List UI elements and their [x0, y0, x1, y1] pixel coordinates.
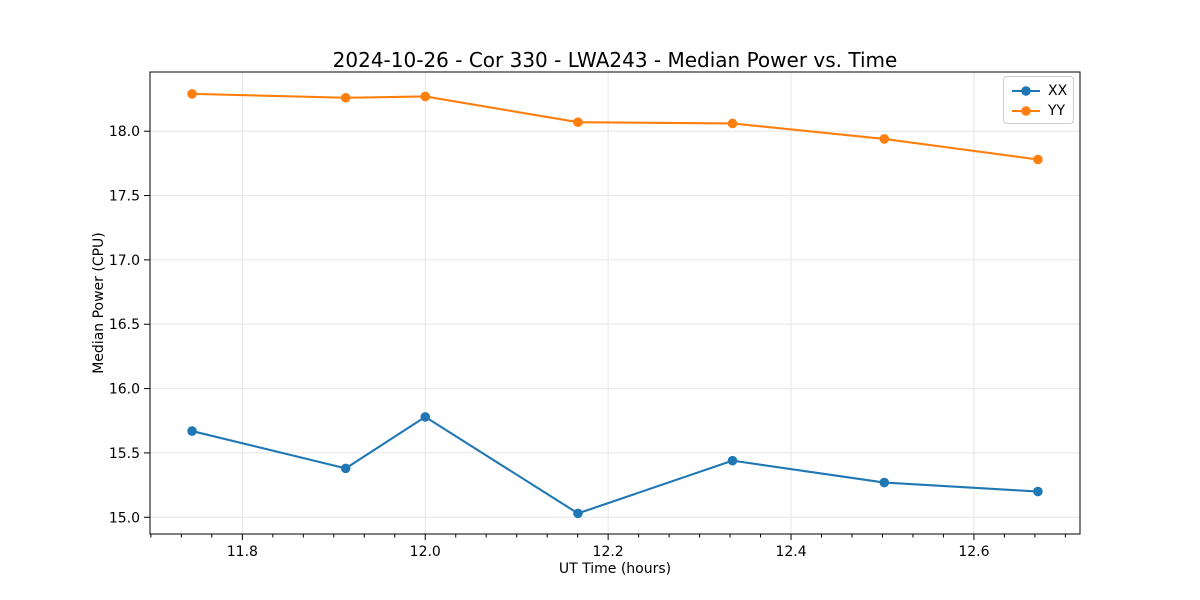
data-point-yy [879, 134, 890, 144]
y-tick-label: 18.0 [109, 124, 140, 140]
axes-spines [149, 71, 1081, 535]
legend-label: YY [1048, 103, 1066, 119]
y-tick-label: 17.0 [109, 253, 140, 269]
data-point-xx [420, 412, 431, 422]
legend-line-sample [1012, 106, 1040, 116]
x-tick-label: 12.2 [593, 544, 624, 560]
x-tick-label: 12.0 [410, 544, 441, 560]
data-point-yy [727, 118, 738, 129]
y-tick-label: 15.5 [109, 446, 140, 462]
data-point-xx [879, 477, 890, 488]
series-line-xx [191, 415, 1039, 515]
x-tick-label: 12.6 [958, 544, 989, 560]
data-point-yy [1033, 154, 1043, 165]
data-point-xx [1033, 486, 1043, 497]
legend-line-sample [1012, 86, 1040, 96]
legend: XX YY [1003, 76, 1074, 124]
y-axis-label: Median Power (CPU) [91, 232, 107, 374]
y-tick-label: 15.0 [109, 510, 140, 526]
data-point-yy [187, 89, 197, 99]
y-tick-label: 17.5 [109, 189, 140, 205]
y-tick-label: 16.5 [109, 317, 140, 333]
x-tick-label: 11.8 [227, 544, 258, 560]
series-line-yy [191, 92, 1039, 161]
x-tick-label: 12.4 [775, 544, 806, 560]
data-point-xx [187, 426, 197, 436]
data-point-xx [573, 508, 583, 519]
x-axis-label: UT Time (hours) [558, 561, 672, 577]
legend-label: XX [1048, 83, 1068, 99]
legend-entry-yy: YY [1004, 101, 1073, 121]
legend-entry-xx: XX [1004, 81, 1073, 101]
data-point-yy [420, 91, 431, 102]
data-point-xx [340, 463, 351, 474]
data-point-yy [340, 92, 351, 103]
data-point-xx [727, 455, 738, 466]
y-tick-label: 16.0 [109, 382, 140, 398]
chart-title: 2024-10-26 - Cor 330 - LWA243 - Median P… [332, 48, 898, 72]
data-point-yy [573, 117, 583, 127]
